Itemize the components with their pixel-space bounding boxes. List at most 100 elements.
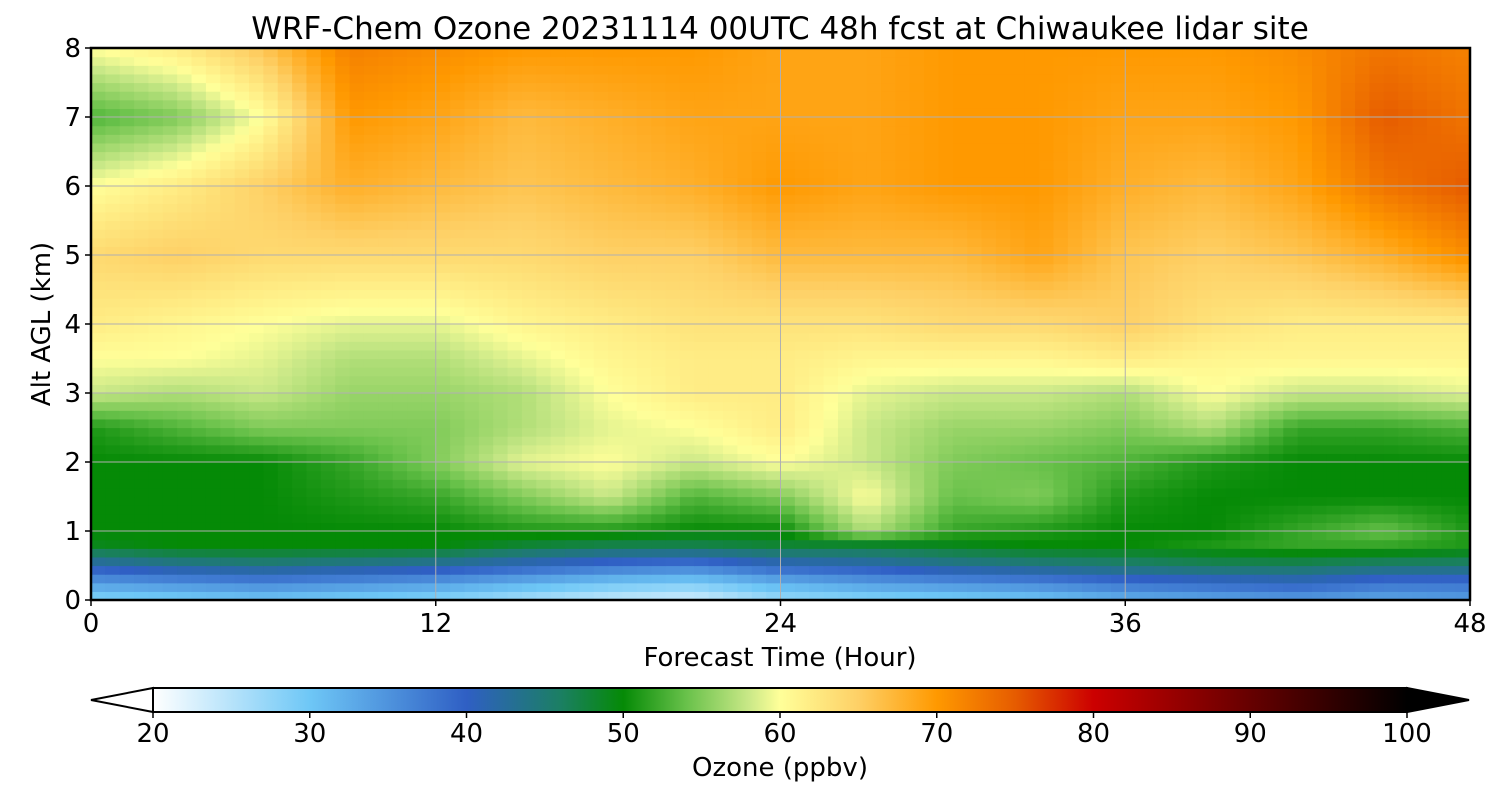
heatmap-cell <box>435 418 451 429</box>
heatmap-cell <box>1168 358 1184 368</box>
heatmap-cell <box>349 246 365 256</box>
heatmap-cell <box>148 142 164 153</box>
heatmap-cell <box>1326 513 1342 523</box>
heatmap-cell <box>565 453 580 463</box>
heatmap-cell <box>766 410 782 420</box>
heatmap-cell <box>1383 548 1399 558</box>
heatmap-cell <box>1182 229 1198 239</box>
heatmap-cell <box>91 470 106 480</box>
heatmap-cell <box>191 358 207 368</box>
heatmap-cell <box>636 306 652 316</box>
heatmap-cell <box>1340 280 1356 291</box>
heatmap-cell <box>708 229 724 239</box>
heatmap-cell <box>608 263 624 273</box>
heatmap-cell <box>895 418 911 429</box>
heatmap-cell <box>995 556 1011 567</box>
heatmap-cell <box>1039 565 1055 575</box>
heatmap-cell <box>105 418 121 429</box>
heatmap-cell <box>464 496 480 506</box>
heatmap-cell <box>1182 591 1198 600</box>
heatmap-cell <box>881 591 897 600</box>
heatmap-cell <box>1168 160 1184 170</box>
heatmap-cell <box>679 531 695 541</box>
heatmap-cell <box>981 505 997 515</box>
heatmap-cell <box>823 479 839 489</box>
heatmap-cell <box>938 479 954 489</box>
heatmap-cell <box>148 255 164 265</box>
heatmap-cell <box>249 263 264 273</box>
heatmap-cell <box>952 280 968 291</box>
heatmap-cell <box>1010 315 1026 325</box>
heatmap-cell <box>909 255 925 265</box>
heatmap-cell <box>521 522 537 532</box>
heatmap-cell <box>737 565 753 575</box>
heatmap-cell <box>1211 565 1227 575</box>
heatmap-cell <box>1168 418 1184 429</box>
heatmap-cell <box>751 591 767 600</box>
heatmap-cell <box>1125 349 1141 360</box>
heatmap-cell <box>895 306 911 316</box>
heatmap-cell <box>995 513 1011 523</box>
heatmap-cell <box>220 186 236 196</box>
heatmap-cell <box>837 479 853 489</box>
heatmap-cell <box>306 211 322 222</box>
heatmap-cell <box>952 211 968 222</box>
heatmap-cell <box>234 194 250 204</box>
heatmap-cell <box>751 358 767 368</box>
heatmap-cell <box>320 513 336 523</box>
heatmap-cell <box>306 272 322 282</box>
heatmap-cell <box>1139 289 1155 299</box>
heatmap-cell <box>608 487 624 498</box>
heatmap-cell <box>1412 384 1428 394</box>
heatmap-cell <box>249 444 264 454</box>
heatmap-cell <box>119 203 135 213</box>
heatmap-cell <box>105 582 121 592</box>
heatmap-cell <box>407 565 422 575</box>
heatmap-cell <box>766 203 782 213</box>
heatmap-cell <box>162 462 178 472</box>
heatmap-cell <box>392 539 408 549</box>
heatmap-cell <box>320 479 336 489</box>
heatmap-cell <box>780 246 796 256</box>
heatmap-cell <box>780 427 796 437</box>
heatmap-cell <box>421 479 437 489</box>
heatmap-cell <box>536 324 552 334</box>
heatmap-cell <box>1139 384 1155 394</box>
heatmap-cell <box>593 298 609 308</box>
heatmap-cell <box>1096 306 1112 316</box>
heatmap-cell <box>191 289 207 299</box>
heatmap-cell <box>464 367 480 377</box>
heatmap-cell <box>1067 177 1083 187</box>
heatmap-cell <box>1340 531 1356 541</box>
heatmap-cell <box>636 367 652 377</box>
heatmap-cell <box>766 177 782 187</box>
heatmap-cell <box>737 375 753 385</box>
heatmap-cell <box>1039 177 1055 187</box>
heatmap-cell <box>148 393 164 403</box>
heatmap-cell <box>708 479 724 489</box>
heatmap-cell <box>651 324 667 334</box>
heatmap-cell <box>852 401 868 411</box>
heatmap-cell <box>1096 194 1112 204</box>
heatmap-cell <box>119 487 135 498</box>
heatmap-cell <box>450 418 466 429</box>
heatmap-cell <box>1096 151 1112 161</box>
heatmap-cell <box>335 513 351 523</box>
heatmap-cell <box>363 591 379 600</box>
heatmap-cell <box>1182 367 1198 377</box>
heatmap-cell <box>191 487 207 498</box>
heatmap-cell <box>320 582 336 592</box>
heatmap-cell <box>967 479 983 489</box>
heatmap-cell <box>234 341 250 351</box>
heatmap-cell <box>1369 591 1385 600</box>
heatmap-cell <box>694 349 710 360</box>
heatmap-cell <box>392 263 408 273</box>
heatmap-cell <box>1082 444 1098 454</box>
heatmap-cell <box>205 539 221 549</box>
heatmap-cell <box>895 479 911 489</box>
heatmap-cell <box>320 211 336 222</box>
heatmap-cell <box>708 539 724 549</box>
heatmap-cell <box>708 436 724 446</box>
heatmap-cell <box>162 211 178 222</box>
heatmap-cell <box>119 160 135 170</box>
